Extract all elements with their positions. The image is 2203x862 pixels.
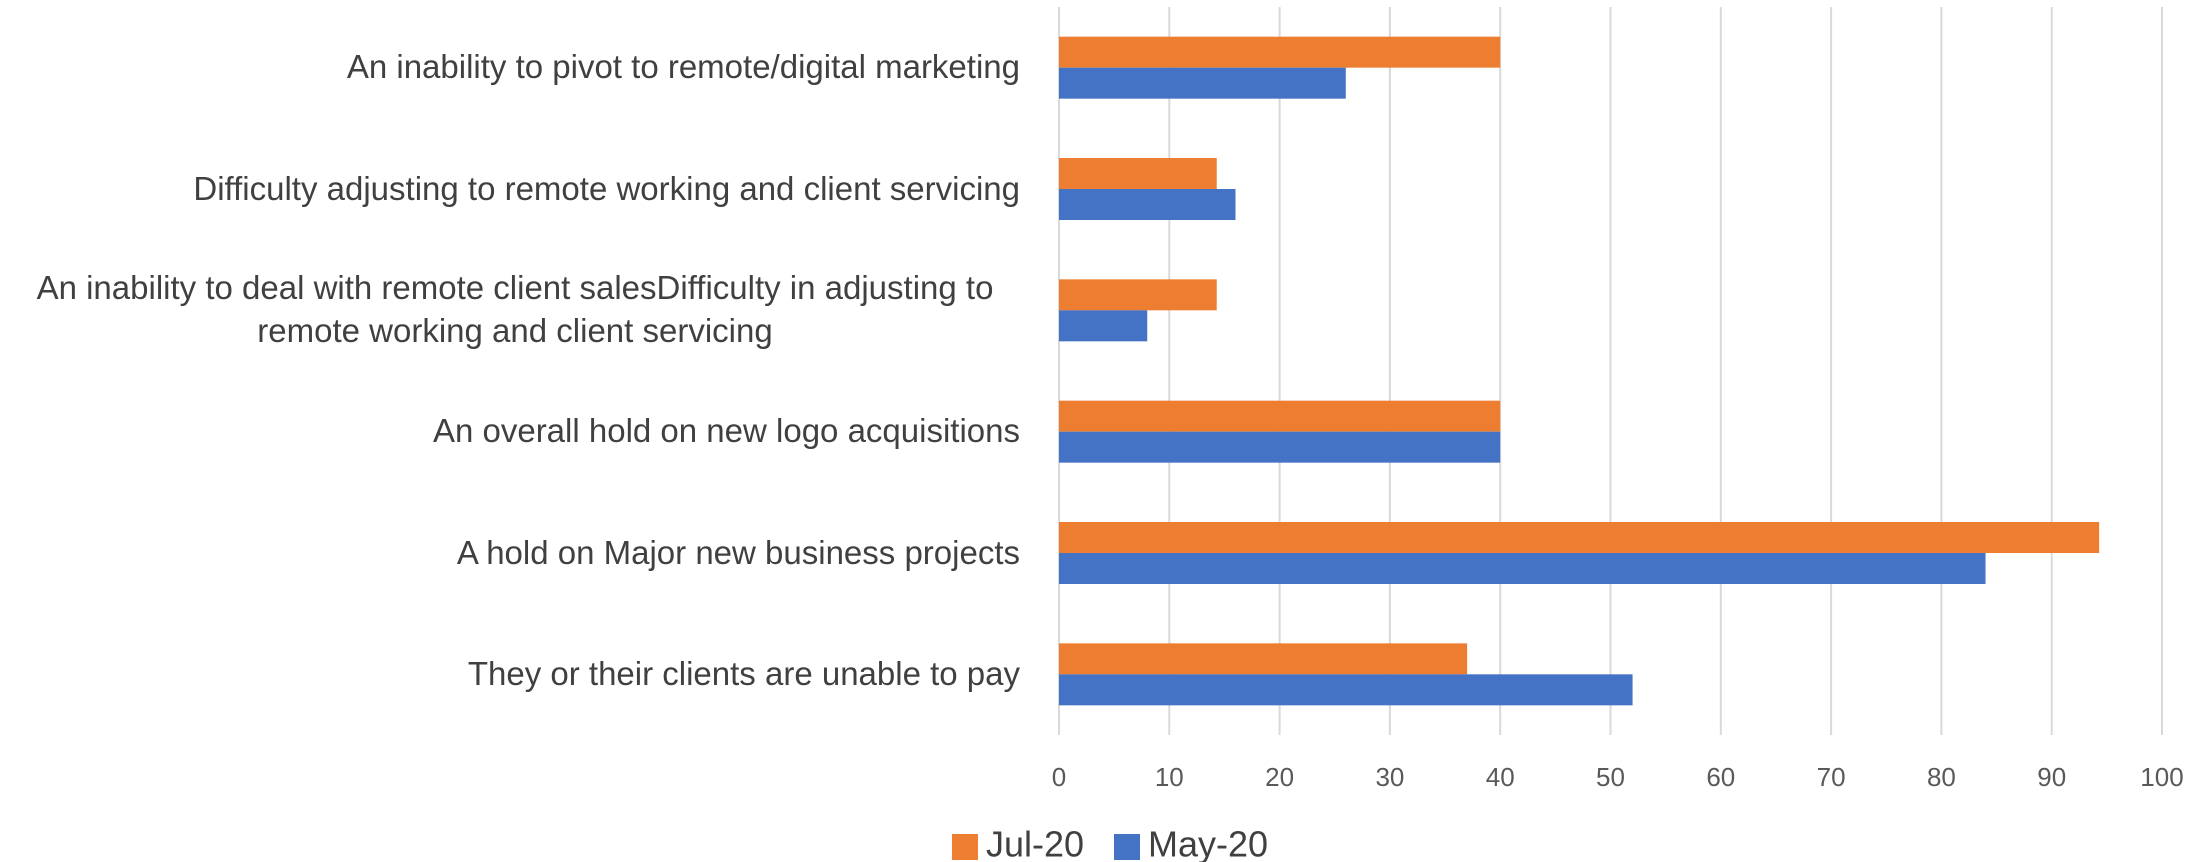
bar: [1059, 553, 1986, 584]
bar: [1059, 279, 1217, 311]
x-tick-label: 30: [1375, 762, 1404, 792]
category-text: They or their clients are unable to pay: [467, 654, 1020, 692]
x-tick-label: 80: [1927, 762, 1956, 792]
legend-label: Jul-20: [986, 824, 1084, 862]
bar: [1059, 67, 1346, 99]
category-text: An inability to pivot to remote/digital …: [346, 48, 1020, 86]
category-text: An overall hold on new logo acquisitions: [432, 412, 1020, 450]
x-tick-label: 0: [1052, 762, 1066, 792]
bar: [1059, 522, 2100, 553]
legend-swatch: [951, 834, 978, 860]
bar: [1059, 158, 1217, 189]
category-label: Difficulty adjusting to remote working a…: [0, 128, 1020, 249]
bar: [1059, 431, 1501, 463]
bar: [1059, 310, 1148, 342]
x-tick-label: 10: [1155, 762, 1184, 792]
category-text: Difficulty adjusting to remote working a…: [193, 169, 1020, 207]
bar: [1059, 36, 1501, 68]
bar: [1059, 643, 1468, 675]
legend-label: May-20: [1148, 824, 1268, 862]
x-tick-label: 40: [1486, 762, 1515, 792]
x-tick-label: 60: [1706, 762, 1735, 792]
x-tick-label: 50: [1596, 762, 1625, 792]
x-tick-label: 100: [2140, 762, 2183, 792]
category-label: They or their clients are unable to pay: [0, 614, 1020, 735]
x-tick-label: 20: [1265, 762, 1294, 792]
bar: [1059, 400, 1501, 432]
category-text: A hold on Major new business projects: [456, 533, 1020, 571]
bar: [1059, 674, 1633, 706]
category-label: A hold on Major new business projects: [0, 492, 1020, 613]
category-label: An inability to pivot to remote/digital …: [0, 7, 1020, 128]
category-text: An inability to deal with remote client …: [36, 269, 994, 350]
category-label: An inability to deal with remote client …: [0, 250, 1020, 371]
legend-item: Jul-20: [951, 824, 1084, 862]
bar: [1059, 189, 1236, 220]
x-tick-label: 90: [2037, 762, 2066, 792]
x-tick-label: 70: [1817, 762, 1846, 792]
category-label: An overall hold on new logo acquisitions: [0, 371, 1020, 492]
legend-swatch: [1114, 834, 1141, 860]
legend-item: May-20: [1114, 824, 1268, 862]
